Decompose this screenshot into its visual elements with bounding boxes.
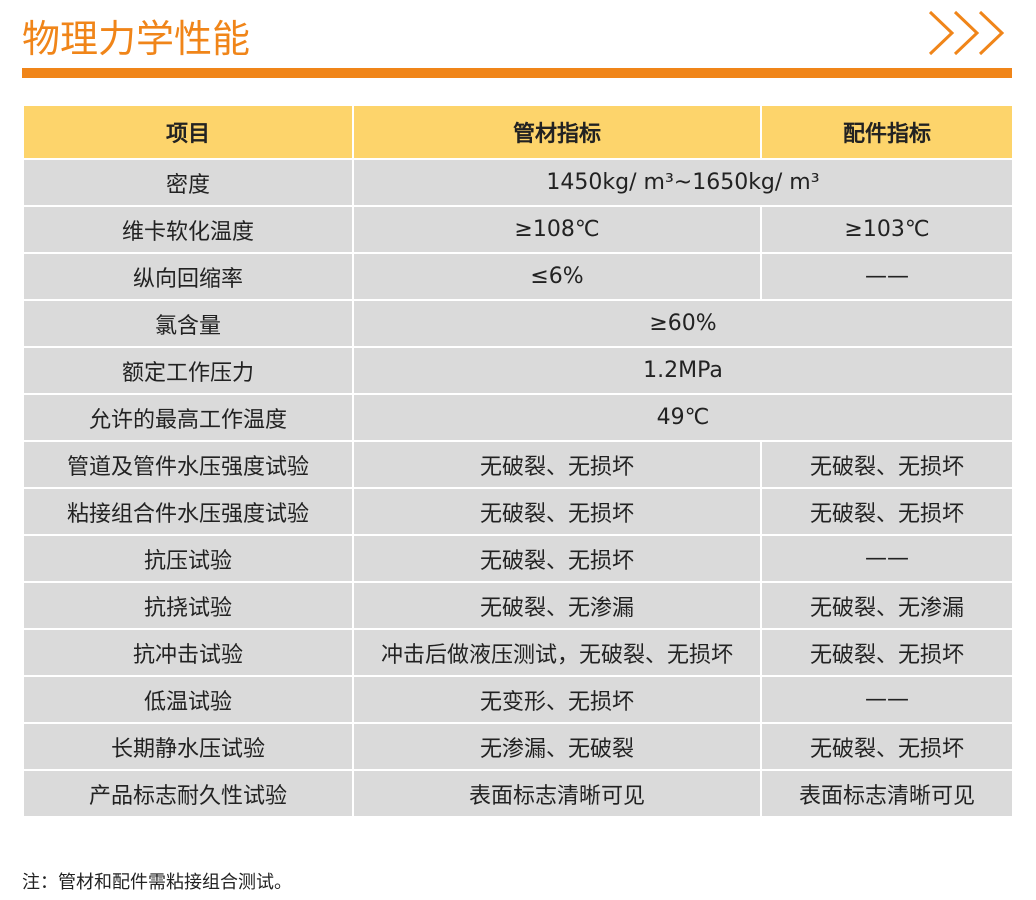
value-cell: ≤6%	[352, 252, 762, 301]
row: 抗压试验 无破裂、无损坏 ——	[22, 534, 1014, 583]
row: 纵向回缩率 ≤6% ——	[22, 252, 1014, 301]
chevrons	[928, 10, 1005, 56]
value-cell: 无破裂、无损坏	[760, 628, 1014, 677]
value-cell: 无破裂、无损坏	[352, 440, 762, 489]
column-header: 管材指标	[352, 104, 762, 160]
row: 低温试验 无变形、无损坏 ——	[22, 675, 1014, 724]
value-cell: 无破裂、无损坏	[760, 440, 1014, 489]
row: 额定工作压力 1.2MPa	[22, 346, 1014, 395]
value-cell: 表面标志清晰可见	[760, 769, 1014, 818]
row: 产品标志耐久性试验 表面标志清晰可见 表面标志清晰可见	[22, 769, 1014, 818]
row: 长期静水压试验 无渗漏、无破裂 无破裂、无损坏	[22, 722, 1014, 771]
column-header: 项目	[22, 104, 354, 160]
row: 抗挠试验 无破裂、无渗漏 无破裂、无渗漏	[22, 581, 1014, 630]
item-cell: 抗挠试验	[22, 581, 354, 630]
value-cell: ——	[760, 534, 1014, 583]
value-cell: 无破裂、无损坏	[760, 487, 1014, 536]
row: 管道及管件水压强度试验 无破裂、无损坏 无破裂、无损坏	[22, 440, 1014, 489]
value-cell: 表面标志清晰可见	[352, 769, 762, 818]
item-cell: 密度	[22, 158, 354, 207]
value-cell: 无破裂、无损坏	[760, 722, 1014, 771]
item-cell: 粘接组合件水压强度试验	[22, 487, 354, 536]
item-cell: 允许的最高工作温度	[22, 393, 354, 442]
item-cell: 氯含量	[22, 299, 354, 348]
value-cell: ≥103℃	[760, 205, 1014, 254]
value-cell: 无破裂、无渗漏	[760, 581, 1014, 630]
value-cell: 无渗漏、无破裂	[352, 722, 762, 771]
column-header: 配件指标	[760, 104, 1014, 160]
row: 维卡软化温度 ≥108℃ ≥103℃	[22, 205, 1014, 254]
item-cell: 纵向回缩率	[22, 252, 354, 301]
item-cell: 低温试验	[22, 675, 354, 724]
value-cell: 无破裂、无损坏	[352, 534, 762, 583]
value-cell: ——	[760, 252, 1014, 301]
row: 密度 1450kg/ m³~1650kg/ m³	[22, 158, 1014, 207]
row: 允许的最高工作温度 49℃	[22, 393, 1014, 442]
value-cell: 无破裂、无损坏	[352, 487, 762, 536]
note: 注：管材和配件需粘接组合测试。	[22, 872, 292, 893]
item-cell: 产品标志耐久性试验	[22, 769, 354, 818]
row: 抗冲击试验 冲击后做液压测试，无破裂、无损坏 无破裂、无损坏	[22, 628, 1014, 677]
spec-table: 项目 管材指标 配件指标 密度 1450kg/ m³~1650kg/ m³ 维卡软化温度…	[22, 104, 1014, 818]
item-cell: 抗冲击试验	[22, 628, 354, 677]
divider	[22, 68, 1012, 78]
value-cell: 1450kg/ m³~1650kg/ m³	[352, 158, 1014, 207]
value-cell: ≥60%	[352, 299, 1014, 348]
row: 氯含量 ≥60%	[22, 299, 1014, 348]
item-cell: 维卡软化温度	[22, 205, 354, 254]
item-cell: 抗压试验	[22, 534, 354, 583]
header-row: 项目 管材指标 配件指标	[22, 104, 1014, 160]
value-cell: 49℃	[352, 393, 1014, 442]
value-cell: ≥108℃	[352, 205, 762, 254]
value-cell: 无破裂、无渗漏	[352, 581, 762, 630]
value-cell: ——	[760, 675, 1014, 724]
value-cell: 无变形、无损坏	[352, 675, 762, 724]
title: 物理力学性能	[22, 17, 251, 61]
item-cell: 额定工作压力	[22, 346, 354, 395]
row: 粘接组合件水压强度试验 无破裂、无损坏 无破裂、无损坏	[22, 487, 1014, 536]
value-cell: 1.2MPa	[352, 346, 1014, 395]
value-cell: 冲击后做液压测试，无破裂、无损坏	[352, 628, 762, 677]
item-cell: 管道及管件水压强度试验	[22, 440, 354, 489]
item-cell: 长期静水压试验	[22, 722, 354, 771]
